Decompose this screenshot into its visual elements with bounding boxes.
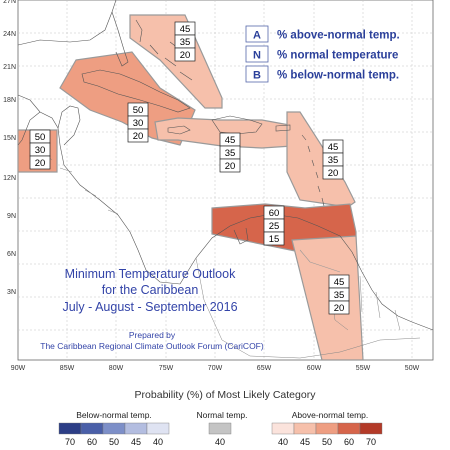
key-text-above: % above-normal temp.: [277, 30, 400, 42]
lat-label: 9N: [7, 213, 16, 220]
lon-label: 55W: [356, 365, 371, 372]
legend-swatch: [58, 422, 82, 435]
legend-swatch: [337, 422, 361, 435]
probability-below: 20: [35, 158, 46, 169]
lat-label: 21N: [3, 64, 16, 71]
key-text-normal: % normal temperature: [277, 50, 398, 62]
lat-label: 12N: [3, 175, 16, 182]
lon-label: 65W: [257, 365, 272, 372]
probability-normal: 25: [269, 221, 280, 232]
legend-swatch: [124, 422, 148, 435]
lat-label: 6N: [7, 251, 16, 258]
probability-normal: 35: [328, 155, 339, 166]
lat-label: 3N: [7, 289, 16, 296]
region-eastern-caribbean: [286, 111, 356, 208]
probability-above: 45: [328, 142, 339, 153]
credit-prepared-by: Prepared by: [129, 330, 176, 340]
legend-value: 50: [109, 437, 119, 447]
legend-value: 45: [300, 437, 310, 447]
key-text-below: % below-normal temp.: [277, 70, 399, 82]
probability-box-guianas: 45 35 20: [328, 274, 350, 315]
key-letter-below: B: [253, 70, 261, 82]
probability-below: 20: [334, 303, 345, 314]
probability-legend: Probability (%) of Most Likely Category …: [58, 389, 383, 447]
probability-box-cuba: 50 30 20: [127, 102, 149, 143]
legend-below-swatches: 70 60 50 45 40: [58, 422, 170, 447]
forecast-probability-boxes: 45 35 20 50 30 20 50 30 20 45 35 20 45 35 20 60 25 15 45 35…: [29, 21, 350, 315]
region-guianas: [291, 235, 364, 361]
outlook-title-line-2: for the Caribbean: [102, 283, 199, 297]
legend-above-label: Above-normal temp.: [292, 410, 369, 420]
lat-label: 18N: [3, 97, 16, 104]
probability-above: 60: [269, 208, 280, 219]
probability-below: 20: [328, 168, 339, 179]
key-letter-above: A: [253, 30, 261, 42]
lon-label: 70W: [208, 365, 223, 372]
lon-label: 90W: [11, 365, 26, 372]
category-key: A % above-normal temp. N % normal temper…: [245, 25, 400, 83]
legend-value: 70: [65, 437, 75, 447]
probability-normal: 35: [180, 37, 191, 48]
legend-title: Probability (%) of Most Likely Category: [135, 389, 317, 401]
legend-value: 40: [215, 437, 225, 447]
probability-box-belize: 50 30 20: [29, 129, 51, 170]
legend-swatch: [208, 422, 232, 435]
legend-value: 40: [278, 437, 288, 447]
credit-organization: The Caribbean Regional Climate Outlook F…: [40, 341, 264, 351]
legend-swatch: [359, 422, 383, 435]
lon-label: 60W: [307, 365, 322, 372]
lat-label: 15N: [3, 135, 16, 142]
probability-below: 20: [133, 131, 144, 142]
legend-swatch: [146, 422, 170, 435]
key-letter-normal: N: [253, 50, 261, 62]
legend-swatch: [80, 422, 104, 435]
legend-value: 70: [366, 437, 376, 447]
lon-label: 75W: [159, 365, 174, 372]
probability-below: 20: [180, 50, 191, 61]
probability-above: 50: [133, 105, 144, 116]
legend-swatch: [271, 422, 295, 435]
probability-above: 45: [334, 277, 345, 288]
legend-value: 45: [131, 437, 141, 447]
key-row-below: B % below-normal temp.: [245, 65, 399, 83]
probability-box-southern-caribbean: 60 25 15: [263, 205, 285, 246]
coastlines: [17, 0, 434, 359]
probability-normal: 30: [35, 145, 46, 156]
legend-above-swatches: 40 45 50 60 70: [271, 422, 383, 447]
probability-normal: 35: [334, 290, 345, 301]
key-row-normal: N % normal temperature: [245, 45, 398, 63]
probability-normal: 30: [133, 118, 144, 129]
legend-value: 40: [153, 437, 163, 447]
lat-label: 24N: [3, 31, 16, 38]
probability-normal: 35: [225, 148, 236, 159]
legend-normal-label: Normal temp.: [196, 410, 247, 420]
key-row-above: A % above-normal temp.: [245, 25, 400, 43]
legend-value: 50: [322, 437, 332, 447]
lat-label: 27N: [3, 0, 16, 5]
probability-below: 20: [225, 161, 236, 172]
probability-above: 45: [180, 24, 191, 35]
probability-box-greater-antilles: 45 35 20: [219, 132, 241, 173]
legend-swatch: [102, 422, 126, 435]
lon-label: 50W: [405, 365, 420, 372]
probability-below: 15: [269, 234, 280, 245]
probability-box-bahamas: 45 35 20: [174, 21, 196, 62]
legend-value: 60: [344, 437, 354, 447]
latitude-labels: 27N 24N 21N 18N 15N 12N 9N 6N 3N: [3, 0, 16, 296]
lon-label: 85W: [60, 365, 75, 372]
legend-value: 60: [87, 437, 97, 447]
outlook-title-line-3: July - August - September 2016: [62, 300, 237, 314]
probability-above: 45: [225, 135, 236, 146]
legend-normal-swatches: 40: [208, 422, 232, 447]
longitude-labels: 90W 85W 80W 75W 70W 65W 60W 55W 50W: [11, 365, 420, 372]
probability-above: 50: [35, 132, 46, 143]
legend-swatch: [293, 422, 317, 435]
outlook-title-line-1: Minimum Temperature Outlook: [65, 267, 236, 281]
legend-below-label: Below-normal temp.: [76, 410, 152, 420]
probability-box-eastern-caribbean: 45 35 20: [322, 139, 344, 180]
legend-swatch: [315, 422, 339, 435]
lon-label: 80W: [109, 365, 124, 372]
outlook-title: Minimum Temperature Outlook for the Cari…: [40, 267, 264, 351]
